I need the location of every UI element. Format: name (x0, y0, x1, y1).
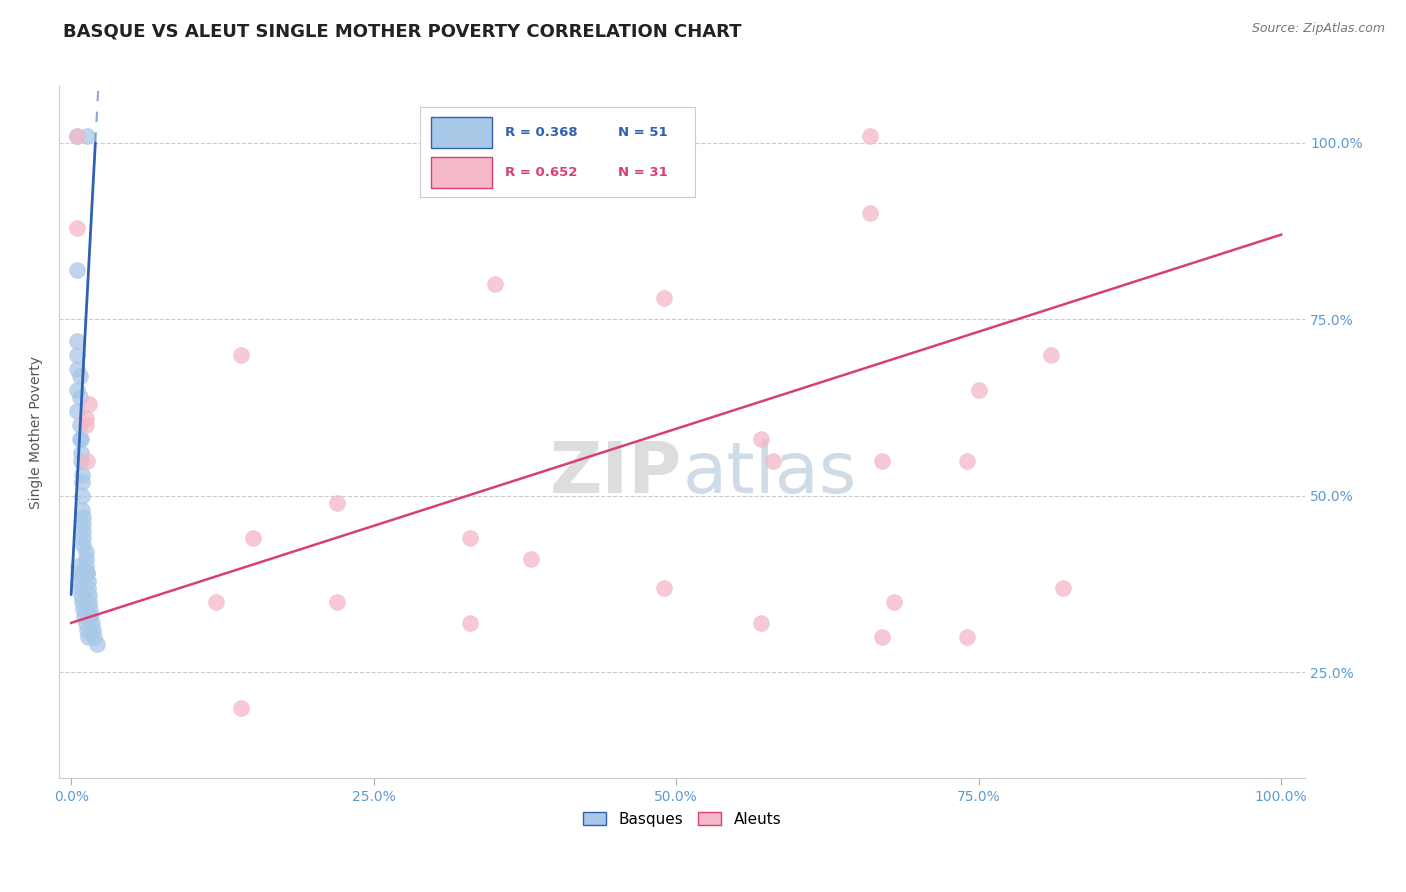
Text: atlas: atlas (682, 439, 856, 508)
Point (79, 601, 101, 615)
Point (72, 531, 94, 545)
Point (77, 574, 100, 588)
Point (66, 361, 89, 376)
Point (967, 383, 990, 397)
Point (77, 630, 100, 644)
Point (72, 510, 94, 524)
Point (229, 348, 252, 362)
Point (1040, 348, 1063, 362)
Point (75, 545, 97, 559)
Point (859, 206, 882, 220)
Point (69, 368, 91, 383)
Point (76, 128, 98, 143)
Point (66, 404, 89, 418)
Point (652, 581, 675, 595)
Point (1052, 581, 1074, 595)
Point (76, 453, 98, 467)
Point (326, 496, 349, 510)
Point (70, 503, 93, 517)
Point (69, 390, 91, 404)
Point (955, 630, 977, 644)
Point (883, 595, 905, 609)
Point (67, 559, 90, 574)
Point (86, 637, 108, 651)
Point (76, 623, 98, 637)
Text: ZIP: ZIP (550, 439, 682, 508)
Point (955, 453, 977, 467)
Y-axis label: Single Mother Poverty: Single Mother Poverty (30, 356, 44, 508)
Point (69, 446, 91, 460)
Point (66, 220, 89, 235)
Point (75, 559, 97, 574)
Point (82, 623, 104, 637)
Point (749, 615, 772, 630)
Point (67, 574, 90, 588)
Point (484, 277, 506, 291)
Point (79, 588, 101, 602)
Point (67, 566, 90, 581)
Point (69, 418, 91, 433)
Point (70, 595, 93, 609)
Point (229, 700, 252, 714)
Point (326, 595, 349, 609)
Point (520, 552, 543, 566)
Text: BASQUE VS ALEUT SINGLE MOTHER POVERTY CORRELATION CHART: BASQUE VS ALEUT SINGLE MOTHER POVERTY CO… (63, 22, 742, 40)
Point (83, 630, 105, 644)
Point (72, 517, 94, 532)
Point (76, 566, 98, 581)
Point (72, 538, 94, 552)
Point (242, 531, 264, 545)
Point (75, 552, 97, 566)
Point (76, 566, 98, 581)
Point (75, 615, 97, 630)
Point (749, 433, 772, 447)
Point (66, 128, 89, 143)
Point (460, 615, 482, 630)
Point (69, 588, 91, 602)
Point (72, 601, 94, 615)
Point (69, 453, 91, 467)
Point (79, 608, 101, 623)
Point (75, 411, 97, 425)
Text: Source: ZipAtlas.com: Source: ZipAtlas.com (1251, 22, 1385, 36)
Point (80, 615, 103, 630)
Point (73, 608, 96, 623)
Point (75, 418, 97, 433)
Point (79, 608, 101, 623)
Point (79, 397, 101, 411)
Point (77, 581, 100, 595)
Point (79, 595, 101, 609)
Point (66, 128, 89, 143)
Point (66, 383, 89, 397)
Point (870, 630, 893, 644)
Point (69, 581, 91, 595)
Point (652, 291, 675, 305)
Point (72, 524, 94, 538)
Point (70, 489, 93, 503)
Point (70, 475, 93, 489)
Point (762, 453, 785, 467)
Point (460, 531, 482, 545)
Point (70, 467, 93, 482)
Point (870, 453, 893, 467)
Point (859, 128, 882, 143)
Point (205, 595, 228, 609)
Point (69, 433, 91, 447)
Point (66, 263, 89, 277)
Point (66, 348, 89, 362)
Legend: Basques, Aleuts: Basques, Aleuts (576, 805, 787, 833)
Point (66, 334, 89, 348)
Point (69, 433, 91, 447)
